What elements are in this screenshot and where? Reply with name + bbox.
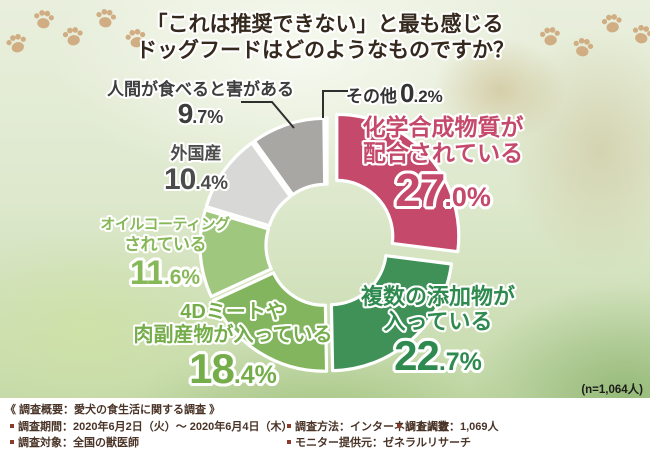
leader-line-other: [322, 90, 348, 118]
leader-line-harmful: [241, 101, 295, 129]
survey-info-bar: 《 調査概要：愛犬の食生活に関する調査 》 調査期間：2020年6月2日（火）～…: [0, 398, 650, 450]
bullet-icon: [287, 424, 291, 429]
label-harmful: 人間が食べると害がある 9.7%: [98, 80, 303, 129]
pie-slice-3: [212, 271, 329, 373]
label-other: その他 0.2%: [346, 78, 443, 109]
pie-slice-6: [252, 116, 327, 197]
label-foreign-pct: 10.4%: [163, 163, 229, 196]
paw-print-icon: [538, 24, 564, 54]
label-other-text: その他: [346, 87, 397, 106]
label-foreign: 外国産 10.4%: [146, 144, 246, 196]
survey-header: 《 調査概要：愛犬の食生活に関する調査 》: [5, 404, 221, 416]
pie-slice-1: [335, 112, 461, 254]
label-4dmeat: 4Dミートや 肉副産物が入っている 18.4%: [122, 301, 344, 391]
label-additives-pct: 22.7%: [394, 332, 482, 379]
survey-method: 調査方法：インターネット調査: [287, 418, 449, 434]
sample-size-note: (n=1,064人): [581, 384, 643, 396]
label-other-pct: 0.2%: [400, 78, 443, 108]
page-title: 「これは推奨できない」と最も感じる ドッグフードはどのようなものですか？: [0, 12, 650, 64]
paw-print-icon: [599, 11, 626, 42]
label-oilcoating-pct: 11.6%: [129, 254, 201, 292]
title-line1: 「これは推奨できない」と最も感じる: [146, 13, 504, 36]
paw-print-icon: [122, 25, 150, 57]
bullet-icon: [397, 424, 401, 429]
paw-print-icon: [92, 6, 119, 37]
pie-slice-5: [204, 141, 292, 228]
label-chemical-pct: 27.0%: [395, 164, 491, 216]
survey-period: 調査期間：2020年6月2日（火）～ 2020年6月4日（木）: [10, 418, 292, 434]
label-oilcoating: オイルコーティング されている 11.6%: [80, 215, 250, 291]
label-harmful-pct: 9.7%: [177, 98, 224, 129]
paw-print-icon: [60, 24, 87, 55]
pie-slice-0: [323, 116, 329, 186]
pie-slice-2: [329, 254, 453, 373]
survey-target: 調査対象：全国の獣医師: [10, 434, 139, 450]
label-4dmeat-pct: 18.4%: [189, 345, 277, 392]
bullet-icon: [287, 440, 291, 445]
pie-slice-4: [198, 208, 273, 299]
bullet-icon: [10, 424, 14, 429]
title-line2: ドッグフードはどのようなものですか？: [136, 39, 514, 62]
paw-print-icon: [3, 30, 32, 63]
paw-print-icon: [627, 21, 650, 53]
bullet-icon: [10, 440, 14, 445]
paw-print-icon: [31, 7, 57, 37]
paw-print-icon: [569, 34, 597, 66]
label-chemical: 化学合成物質が 配合されている 27.0%: [352, 114, 534, 214]
survey-monitor: モニター提供元：ゼネラルリサーチ: [287, 434, 471, 450]
survey-count: 調査人数：1,069人: [397, 418, 499, 434]
label-additives: 複数の添加物が 入っている 22.7%: [352, 284, 524, 378]
